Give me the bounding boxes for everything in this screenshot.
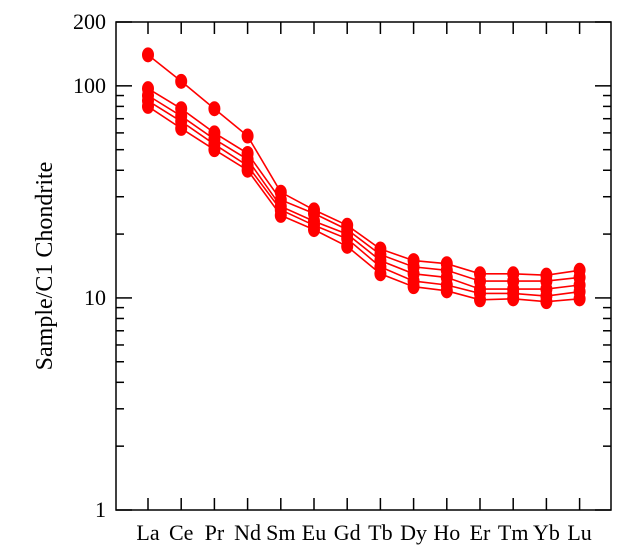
data-point-sm — [274, 207, 287, 223]
data-point-la — [142, 98, 154, 114]
y-tick-label: 10 — [84, 285, 106, 310]
x-tick-label-lu: Lu — [567, 520, 591, 545]
x-tick-label-gd: Gd — [334, 520, 361, 545]
data-point-eu — [308, 222, 320, 238]
x-tick-label-er: Er — [470, 520, 491, 545]
y-tick-label: 100 — [73, 73, 106, 98]
data-point-er — [474, 292, 486, 308]
series-3 — [142, 88, 586, 297]
data-point-ce — [175, 120, 188, 136]
y-tick-label: 1 — [95, 497, 106, 522]
data-point-la — [142, 47, 154, 63]
series-4 — [142, 93, 586, 304]
x-tick-label-tm: Tm — [498, 520, 529, 545]
data-point-lu — [573, 291, 586, 307]
data-point-nd — [241, 162, 254, 178]
series-group — [142, 47, 586, 310]
x-tick-label-ce: Ce — [169, 520, 193, 545]
series-2 — [142, 81, 586, 289]
data-point-nd — [241, 128, 254, 144]
axes-group: 1 10 100 200 La Ce Pr Nd Sm Eu Gd Tb Dy Ho Er Tm Yb Lu — [73, 9, 611, 545]
x-tick-label-pr: Pr — [205, 520, 225, 545]
data-point-ho — [440, 283, 453, 299]
x-tick-label-la: La — [136, 520, 159, 545]
x-tick-label-nd: Nd — [234, 520, 261, 545]
data-point-pr — [208, 142, 221, 158]
data-point-ce — [175, 73, 188, 89]
x-tick-label-yb: Yb — [533, 520, 560, 545]
series-5 — [142, 98, 586, 310]
data-point-dy — [407, 279, 420, 295]
data-point-gd — [341, 238, 354, 254]
data-point-yb — [540, 294, 553, 310]
y-tick-label: 200 — [73, 9, 106, 34]
x-tick-label-tb: Tb — [368, 520, 392, 545]
x-tick-label-eu: Eu — [302, 520, 326, 545]
plot-frame — [115, 21, 612, 511]
data-point-pr — [208, 101, 221, 117]
y-axis-title: Sample/C1 Chondrite — [32, 162, 58, 371]
data-point-tm — [507, 291, 520, 307]
x-tick-label-ho: Ho — [433, 520, 460, 545]
x-tick-label-dy: Dy — [400, 520, 427, 545]
data-point-tb — [374, 266, 387, 282]
x-tick-label-sm: Sm — [266, 520, 295, 545]
